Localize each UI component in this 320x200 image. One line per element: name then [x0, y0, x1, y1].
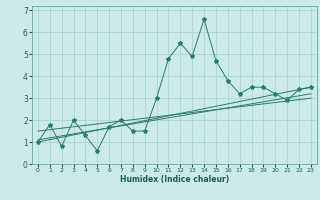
X-axis label: Humidex (Indice chaleur): Humidex (Indice chaleur) — [120, 175, 229, 184]
